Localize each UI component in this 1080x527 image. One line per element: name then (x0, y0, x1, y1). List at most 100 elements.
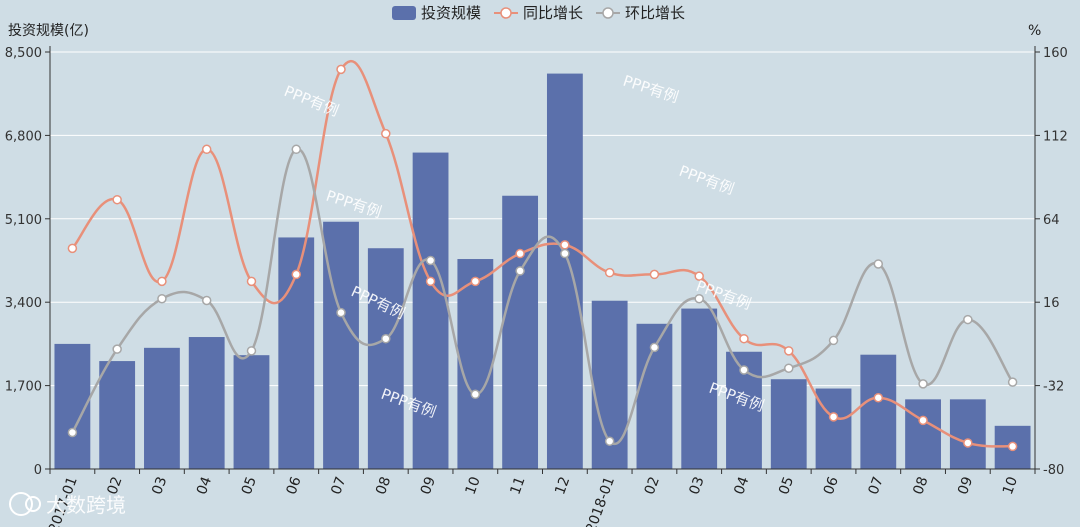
yoy-point (784, 346, 794, 356)
watermark: PPP有例 (324, 187, 384, 222)
legend-label: 同比增长 (523, 4, 583, 22)
logo-text: 大数跨境 (46, 493, 126, 517)
yoy-point (560, 240, 570, 250)
yoy-point (470, 276, 481, 287)
legend-label: 环比增长 (625, 4, 685, 22)
y-right-tick-label: 16 (1043, 296, 1060, 311)
yoy-point (291, 269, 301, 280)
mom-point (784, 363, 794, 373)
bar (412, 152, 449, 469)
yoy-point (246, 276, 257, 287)
mom-point (694, 293, 704, 304)
bar (770, 379, 807, 469)
bar (367, 248, 404, 469)
bar (681, 308, 718, 469)
x-tick-label: 08 (373, 475, 394, 497)
x-tick-label: 02 (642, 475, 663, 497)
watermark: PPP有例 (282, 82, 342, 120)
yoy-point (515, 248, 525, 259)
legend[interactable]: 投资规模 同比增长 环比增长 (392, 4, 685, 22)
yoy-point (604, 267, 615, 278)
watermark: PPP有例 (621, 72, 681, 107)
legend-swatch-point (602, 7, 614, 19)
yoy-point (157, 276, 167, 287)
mom-point (336, 307, 346, 318)
bar (502, 195, 539, 469)
mom-point (918, 379, 928, 389)
y-left-axis-label: 投资规模(亿) (8, 23, 89, 39)
bar-series (54, 73, 1031, 470)
yoy-point (828, 412, 839, 422)
x-tick-label: 03 (687, 475, 708, 497)
yoy-point (649, 269, 660, 280)
x-tick-label: 08 (910, 475, 931, 497)
bar (815, 388, 852, 469)
legend-swatch-point (500, 7, 512, 19)
mom-point (604, 436, 615, 446)
mom-point (828, 335, 839, 346)
y-left-tick-label: 0 (34, 463, 42, 478)
bar (323, 221, 359, 469)
y-right-tick-label: -80 (1043, 463, 1064, 478)
yoy-point (425, 276, 436, 287)
x-tick-label: 09 (418, 475, 439, 497)
mom-point (157, 293, 167, 304)
mom-point (963, 314, 973, 325)
x-tick-label: 09 (955, 475, 976, 497)
yoy-point (873, 393, 884, 403)
bar (546, 73, 583, 470)
mom-point (560, 248, 570, 259)
mom-point (201, 295, 212, 306)
bar (457, 259, 494, 469)
bar (860, 354, 897, 469)
y-left-tick-label: 8,500 (5, 46, 42, 61)
mom-point (873, 259, 884, 269)
y-left-tick-label: 3,400 (5, 296, 42, 311)
logo-icon-ring (25, 496, 41, 512)
yoy-point (694, 271, 704, 281)
axes: 0 -80 1,700 -32 3,400 16 5,100 64 6,800 112 8,500 1… (5, 23, 1068, 527)
y-left-tick-label: 1,700 (5, 380, 42, 395)
y-right-tick-label: 112 (1043, 129, 1068, 144)
yoy-point (67, 243, 78, 254)
yoy-point (201, 144, 212, 155)
logo: 大数跨境 (9, 492, 126, 517)
legend-item[interactable]: 投资规模 (392, 4, 481, 22)
x-tick-label: 04 (194, 475, 215, 497)
x-tick-label: 10 (1000, 475, 1021, 497)
line-series (67, 60, 1018, 452)
mom-point (649, 342, 660, 353)
mom-point (1007, 377, 1018, 387)
y-left-tick-label: 5,100 (5, 213, 42, 228)
x-tick-label: 02 (104, 475, 125, 497)
yoy-point (381, 128, 391, 139)
mom-point (425, 255, 436, 266)
yoy-point (963, 438, 973, 448)
logo-icon (9, 492, 33, 516)
bar (188, 337, 225, 469)
yoy-point (112, 194, 122, 205)
yoy-point (336, 64, 346, 75)
mom-point (112, 344, 122, 354)
x-tick-label: 06 (284, 475, 305, 497)
mom-point (246, 346, 257, 356)
x-tick-label: 2018-01 (583, 475, 618, 527)
yoy-point (918, 415, 928, 426)
mom-point (470, 389, 481, 400)
y-right-axis-label: % (1028, 23, 1041, 39)
x-tick-label: 10 (463, 475, 484, 497)
x-tick-label: 05 (776, 475, 797, 497)
bar (99, 361, 136, 469)
y-right-tick-label: 64 (1043, 213, 1060, 228)
legend-item[interactable]: 同比增长 (494, 4, 583, 22)
yoy-point (1007, 441, 1018, 452)
mom-point (739, 365, 749, 375)
legend-item[interactable]: 环比增长 (596, 4, 685, 22)
x-tick-label: 07 (866, 475, 887, 497)
y-right-tick-label: -32 (1043, 380, 1064, 395)
mom-point (381, 333, 391, 344)
y-left-tick-label: 6,800 (5, 129, 42, 144)
grid-lines (50, 51, 1035, 387)
x-tick-label: 05 (239, 475, 260, 497)
